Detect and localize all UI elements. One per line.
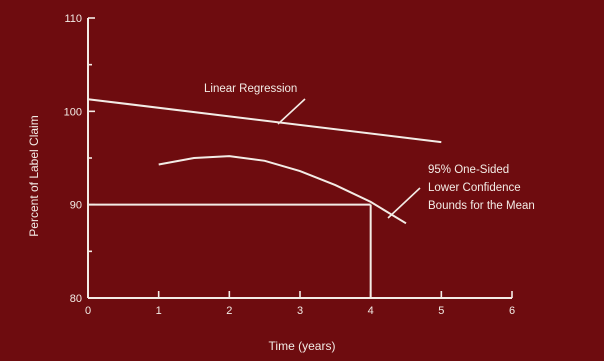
leader-line-confidence xyxy=(387,187,421,219)
y-axis-label: Percent of Label Claim xyxy=(27,115,41,236)
y-tick-label: 100 xyxy=(64,106,82,118)
x-tick-label: 0 xyxy=(85,305,91,317)
reference-lines xyxy=(88,203,372,298)
x-axis-label: Time (years) xyxy=(269,339,336,353)
annotations: Linear Regression 95% One-Sided Lower Conf… xyxy=(204,83,535,219)
x-tick-label: 3 xyxy=(297,305,303,317)
annotation-confidence-bound-line: 95% One-Sided xyxy=(428,164,509,176)
x-tick-label: 4 xyxy=(368,305,374,317)
x-tick-label: 6 xyxy=(509,305,515,317)
leader-line-regression xyxy=(277,98,306,125)
confidence-bound-curve xyxy=(158,155,407,225)
y-tick-label: 110 xyxy=(64,13,82,25)
x-tick-label: 2 xyxy=(226,305,232,317)
annotation-confidence-bound-line: Bounds for the Mean xyxy=(428,200,535,212)
annotation-linear-regression: Linear Regression xyxy=(204,83,297,95)
y-tick-label: 90 xyxy=(70,200,82,212)
series-lines xyxy=(87,98,442,225)
x-tick-label: 1 xyxy=(156,305,162,317)
annotation-confidence-bound-line: Lower Confidence xyxy=(428,182,521,194)
x-tick-label: 5 xyxy=(438,305,444,317)
linear-regression-line xyxy=(87,98,442,144)
y-tick-label: 80 xyxy=(70,293,82,305)
